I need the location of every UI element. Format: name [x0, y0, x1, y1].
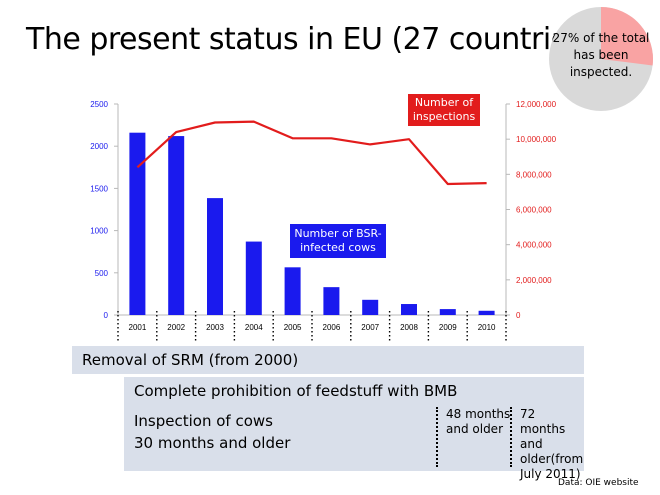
- bar-2010: [478, 310, 495, 315]
- right-axis-tick-label: 8,000,000: [516, 170, 552, 179]
- right-axis-tick-label: 12,000,000: [516, 100, 557, 109]
- feed-prohibition-band: Complete prohibition of feedstuff with B…: [124, 377, 584, 405]
- x-tick-label-2004: 2004: [245, 323, 263, 332]
- data-source: Data: OIE website: [558, 478, 639, 488]
- right-axis-tick-label: 10,000,000: [516, 135, 557, 144]
- inspections-series-label: Number of inspections: [408, 94, 480, 126]
- bar-2007: [362, 299, 379, 315]
- infected-cows-series-label: Number of BSR-infected cows: [290, 224, 386, 258]
- bar-2001: [129, 132, 146, 315]
- inspection-72-months: 72 months and older(from July 2011): [510, 407, 584, 481]
- left-axis-tick-label: 2000: [90, 142, 108, 151]
- x-tick-label-2006: 2006: [323, 323, 341, 332]
- bar-2005: [284, 267, 301, 315]
- right-axis-tick-label: 2,000,000: [516, 276, 552, 285]
- inspections-line: [136, 120, 487, 186]
- bar-2008: [401, 304, 417, 315]
- left-axis-tick-label: 2500: [90, 100, 108, 109]
- x-tick-label-2005: 2005: [284, 323, 302, 332]
- x-tick-label-2010: 2010: [478, 323, 496, 332]
- bsr-chart: 0 500 1000 1500 2000 2500 0 2,000,000 4,000,000 6…: [90, 100, 557, 342]
- inspection-text-line-1: Inspection of cows: [134, 412, 273, 430]
- x-tick-label-2009: 2009: [439, 323, 457, 332]
- inspection-share-pie: 27% of the total has been inspected.: [548, 6, 654, 112]
- srm-removal-band: Removal of SRM (from 2000): [72, 346, 584, 374]
- left-axis-tick-label: 0: [104, 311, 109, 320]
- right-axis-tick-label: 6,000,000: [516, 206, 552, 215]
- x-tick-label-2001: 2001: [129, 323, 147, 332]
- pie-inspected-slice: [601, 7, 654, 66]
- inspection-band: Inspection of cows 30 months and older 4…: [124, 405, 584, 481]
- pie-caption: 27% of the total has been inspected.: [552, 31, 650, 79]
- bar-2009: [439, 309, 456, 315]
- x-tick-label-2008: 2008: [400, 323, 418, 332]
- x-tick-label-2007: 2007: [361, 323, 379, 332]
- page-title: The present status in EU (27 countries): [26, 22, 595, 57]
- x-tick-label-2002: 2002: [167, 323, 185, 332]
- pie-chart: [549, 7, 654, 111]
- bar-2004: [245, 241, 262, 315]
- bar-2002: [168, 136, 185, 315]
- inspection-48-months: 48 months and older: [436, 407, 512, 467]
- inspection-text-line-2: 30 months and older: [134, 434, 291, 452]
- left-axis-tick-label: 500: [95, 269, 109, 278]
- right-axis-tick-label: 0: [516, 311, 521, 320]
- left-axis-tick-label: 1500: [90, 184, 108, 193]
- left-axis-tick-label: 1000: [90, 227, 108, 236]
- bar-2006: [323, 287, 340, 315]
- bar-2003: [207, 198, 223, 315]
- right-axis-tick-label: 4,000,000: [516, 241, 552, 250]
- inspection-text: Inspection of cows 30 months and older: [134, 410, 290, 454]
- x-tick-label-2003: 2003: [206, 323, 224, 332]
